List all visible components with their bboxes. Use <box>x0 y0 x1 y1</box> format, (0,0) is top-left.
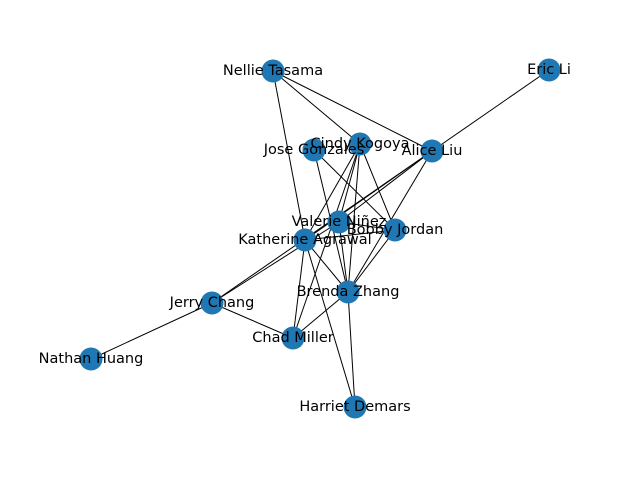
node-harriet <box>343 395 367 419</box>
edge-alice-valerie <box>338 150 433 223</box>
edge-cindy-katherine <box>304 143 361 241</box>
edge-brenda-chad <box>292 291 349 339</box>
node-jerry <box>200 291 224 315</box>
edge-nellie-katherine <box>272 70 306 241</box>
node-label-cindy: Cindy Kogoya <box>311 136 410 152</box>
node-chad <box>281 326 305 350</box>
edge-brenda-harriet <box>347 291 356 408</box>
edge-jerry-chad <box>211 302 294 339</box>
node-label-nathan: Nathan Huang <box>39 351 144 367</box>
node-label-jerry: Jerry Chang <box>169 295 255 311</box>
node-jose <box>302 138 326 162</box>
node-label-chad: Chad Miller <box>252 330 334 346</box>
node-bobby <box>383 218 407 242</box>
edge-cindy-bobby <box>359 143 396 231</box>
edge-alice-jerry <box>211 150 433 304</box>
edge-bobby-brenda <box>347 229 396 293</box>
edge-cindy-valerie <box>338 143 361 223</box>
node-label-nellie: Nellie Tasama <box>223 63 323 79</box>
node-label-eric: Eric Li <box>527 62 571 78</box>
node-label-valerie: Valerie Niñez <box>292 214 387 230</box>
edge-cindy-brenda <box>347 143 361 293</box>
edge-katherine-chad <box>292 239 306 339</box>
node-label-harriet: Harriet Demars <box>299 399 410 415</box>
node-label-brenda: Brenda Zhang <box>297 284 400 300</box>
node-label-alice: Alice Liu <box>402 143 463 159</box>
edge-valerie-jerry <box>211 221 340 304</box>
edge-katherine-bobby <box>304 229 396 241</box>
node-alice <box>420 139 444 163</box>
edge-eric-alice <box>431 69 550 152</box>
edge-cindy-chad <box>292 143 361 339</box>
node-nellie <box>261 59 285 83</box>
node-label-katherine: Katherine Agrawal <box>238 232 371 248</box>
node-katherine <box>293 228 317 252</box>
node-brenda <box>336 280 360 304</box>
node-cindy <box>348 132 372 156</box>
node-label-jose: Jose Gonzales <box>263 142 365 158</box>
node-nathan <box>79 347 103 371</box>
node-layer <box>79 58 561 419</box>
edge-valerie-brenda <box>338 221 349 293</box>
edge-jose-bobby <box>313 149 396 231</box>
edge-nellie-alice <box>272 70 433 152</box>
node-label-bobby: Bobby Jordan <box>347 222 444 238</box>
node-valerie <box>327 210 351 234</box>
edge-jerry-nathan <box>90 302 213 360</box>
node-eric <box>537 58 561 82</box>
edge-katherine-harriet <box>304 239 356 408</box>
edge-nellie-cindy <box>272 70 361 145</box>
